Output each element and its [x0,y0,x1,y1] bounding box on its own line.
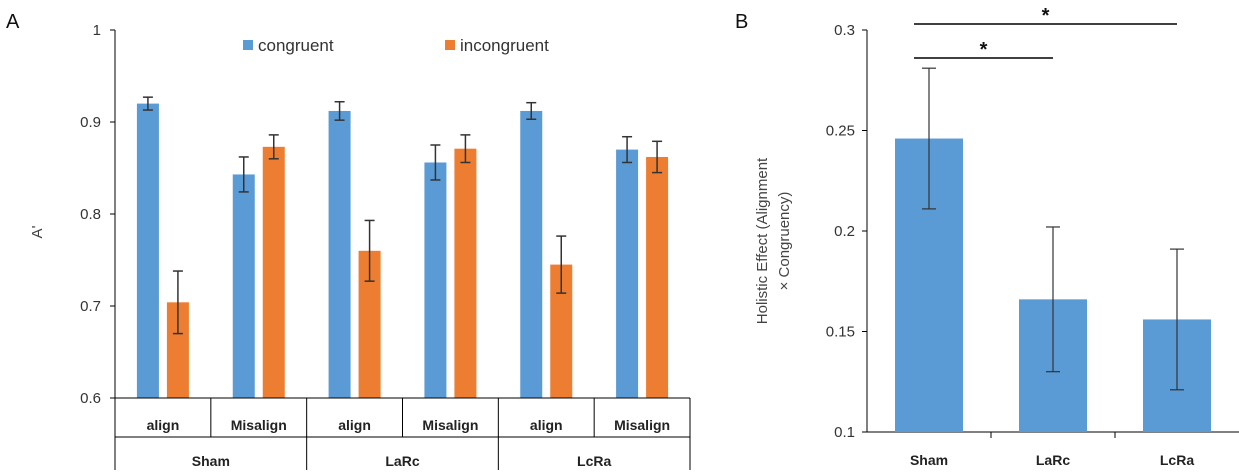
legend-swatch-congruent [243,40,253,50]
x-category-label: Misalign [422,417,478,433]
y-tick-label: 0.8 [80,206,101,223]
x-group-label: LcRa [577,453,611,469]
y-tick-label: 0.1 [834,424,855,441]
bar-congruent [616,149,639,398]
bar-congruent [328,110,351,399]
y-tick-label: 0.2 [834,223,855,240]
y-tick-label: 0.7 [80,298,101,315]
legend-label-incongruent: incongruent [460,36,549,55]
bar-incongruent [550,264,573,398]
bar-incongruent [454,148,477,398]
x-category-label: align [147,417,180,433]
bar-congruent [520,110,543,399]
significance-star: * [1042,5,1050,27]
x-category-label: Misalign [231,417,287,433]
chart-a-holistic-accuracy: 0.6 0.7 0.8 0.9 1 A' align Misalign align Misalig… [29,22,691,470]
x-group-label: LaRc [385,453,419,469]
y-tick-label: 0.3 [834,22,855,39]
bar-incongruent [358,250,381,398]
panel-label-b: B [735,11,748,33]
x-category-label: Sham [910,452,948,468]
bar-congruent [136,103,159,398]
bar-incongruent [166,302,189,398]
y-tick-label: 0.6 [80,390,101,407]
x-category-label: align [530,417,563,433]
y-axis-label: A' [29,225,46,238]
x-category-label: align [338,417,371,433]
y-axis-label-line: × Congruency) [776,192,793,291]
y-tick-label: 0.25 [826,123,855,140]
x-group-label: Sham [192,453,230,469]
legend-label-congruent: congruent [258,36,334,55]
y-axis-label-line: Holistic Effect (Alignment [754,157,771,324]
y-tick-label: 1 [93,22,101,39]
x-category-label: LcRa [1160,452,1194,468]
y-tick-label: 0.9 [80,114,101,131]
chart-b-holistic-effect: 0.1 0.15 0.2 0.25 0.3 Holistic Effect (Alignm… [754,5,1239,468]
bar-incongruent [262,146,285,398]
bar-congruent [232,174,255,398]
legend-swatch-incongruent [445,40,455,50]
x-category-label: Misalign [614,417,670,433]
panel-label-a: A [6,11,20,33]
significance-star: * [980,39,988,61]
y-tick-label: 0.15 [826,324,855,341]
bar-incongruent [646,156,669,398]
bar-congruent [424,162,447,398]
x-category-label: LaRc [1036,452,1070,468]
